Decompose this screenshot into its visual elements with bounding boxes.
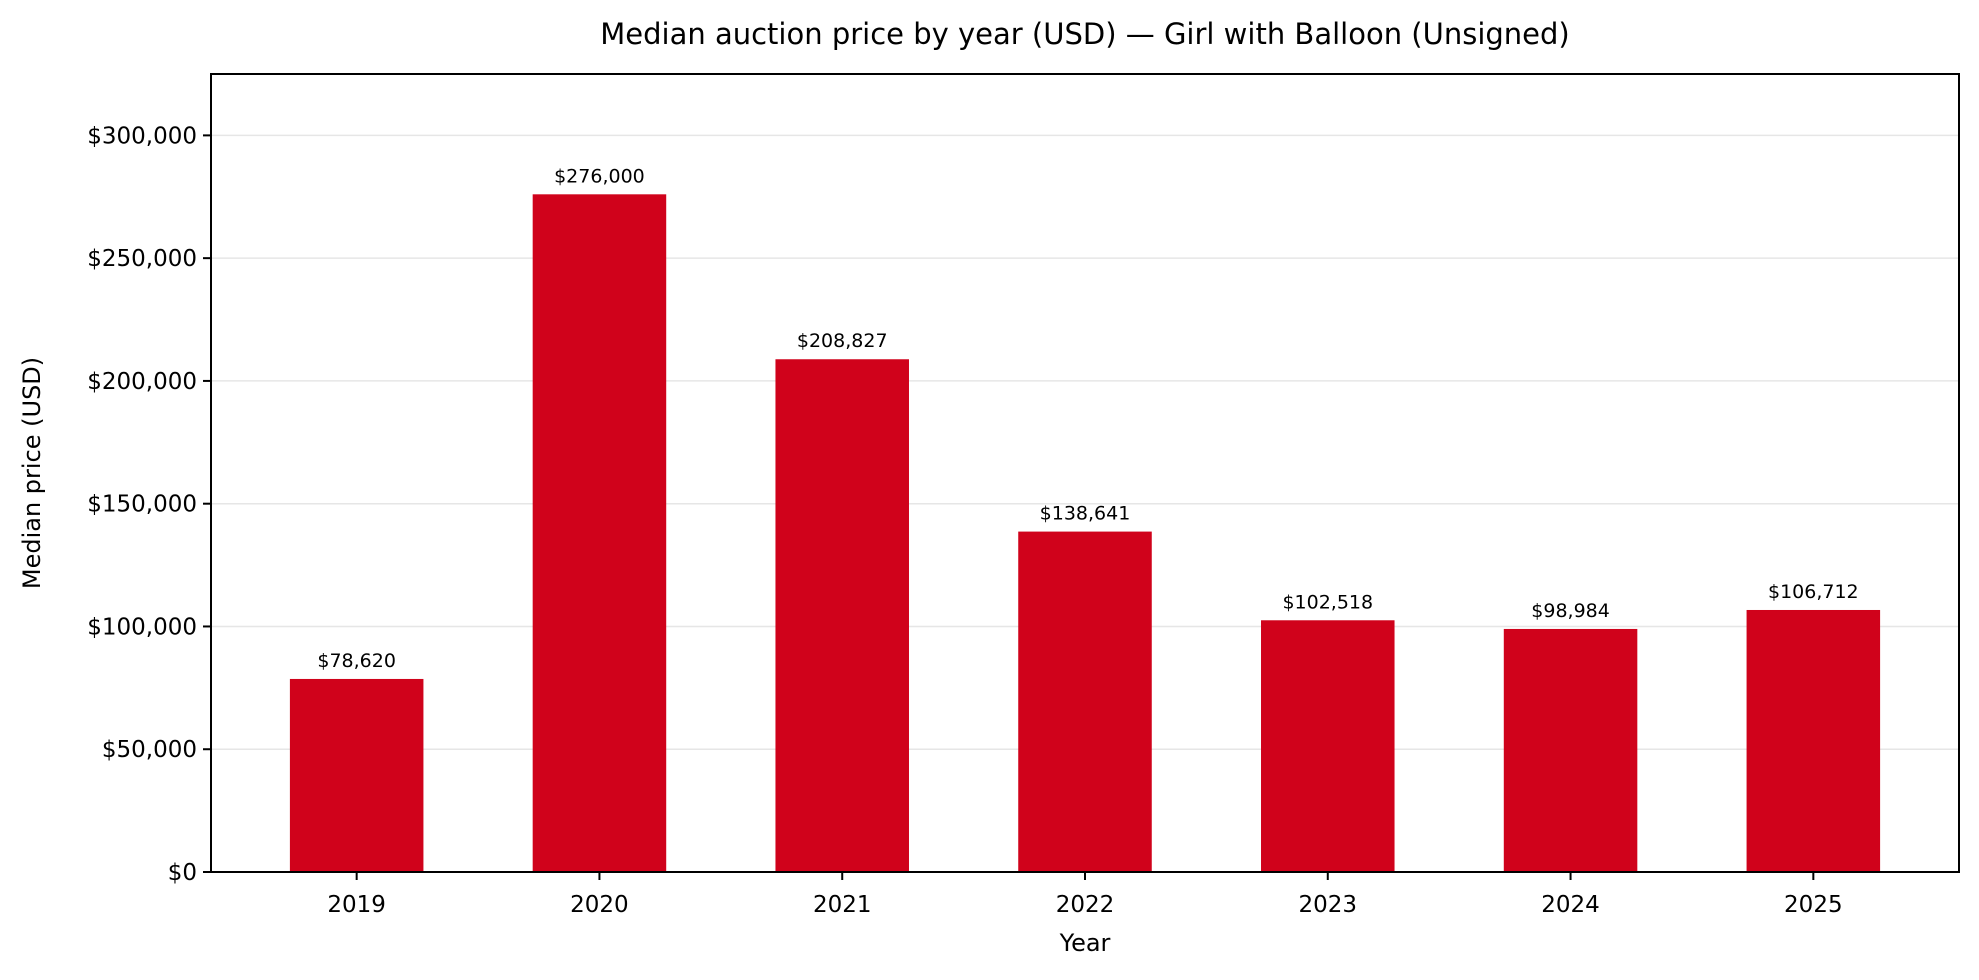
bar: [1746, 609, 1881, 872]
x-tick-label: 2025: [1784, 892, 1843, 918]
x-tick-label: 2019: [327, 892, 386, 918]
bar: [1261, 620, 1395, 872]
bar-value-label: $208,827: [797, 330, 888, 352]
bar-value-label: $106,712: [1768, 581, 1859, 603]
bars: [289, 194, 1881, 872]
bar-value-label: $102,518: [1282, 591, 1373, 613]
bar: [532, 194, 667, 872]
y-tick-label: $50,000: [102, 737, 197, 763]
bar: [1018, 531, 1152, 872]
y-tick-label: $150,000: [87, 492, 197, 518]
data-labels: $78,620 $276,000 $208,827 $138,641 $102,518 $…: [317, 165, 1858, 672]
y-tick-label: $0: [168, 860, 197, 886]
bar: [289, 678, 424, 872]
bar-value-label: $98,984: [1531, 600, 1610, 622]
y-tick-label: $200,000: [87, 369, 197, 395]
bar-value-label: $276,000: [554, 165, 645, 187]
x-tick-label: 2022: [1056, 892, 1115, 918]
bar-value-label: $78,620: [317, 650, 396, 672]
bar-value-label: $138,641: [1040, 503, 1131, 525]
x-tick-label: 2023: [1299, 892, 1358, 918]
y-tick-label: $300,000: [87, 123, 197, 149]
x-tick-label: 2021: [813, 892, 872, 918]
x-axis-ticks: 2019 2020 2021 2022 2023 2024 2025: [327, 872, 1843, 918]
y-tick-label: $250,000: [87, 246, 197, 272]
bar: [775, 359, 909, 872]
x-tick-label: 2024: [1541, 892, 1600, 918]
y-axis-label: Median price (USD): [18, 357, 46, 589]
y-tick-label: $100,000: [87, 614, 197, 640]
x-tick-label: 2020: [570, 892, 629, 918]
bar: [1503, 628, 1638, 872]
y-axis-ticks: $0 $50,000 $100,000 $150,000 $200,000 $250,00…: [87, 123, 211, 886]
x-axis-label: Year: [1059, 929, 1111, 957]
chart-title: Median auction price by year (USD) — Gir…: [600, 17, 1569, 51]
